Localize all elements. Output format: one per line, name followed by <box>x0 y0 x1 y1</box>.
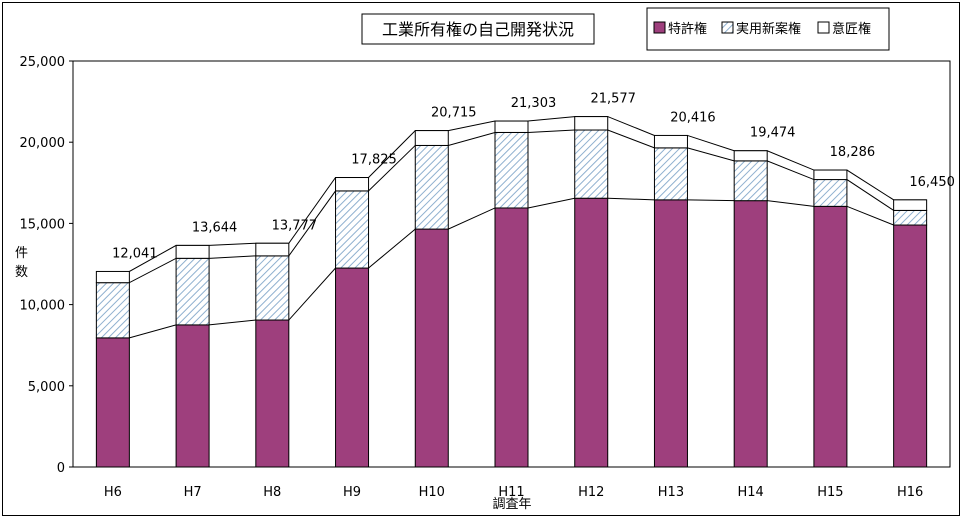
bar-design-H11 <box>494 120 529 133</box>
x-tick-label: H7 <box>184 485 202 500</box>
bar-utility-H12 <box>574 129 609 199</box>
x-axis: H6 H7 H8 H9 H10 H11 H12 H13 H14 H15 H16 <box>104 485 923 500</box>
chart-title: 工業所有権の自己開発状況 <box>382 20 574 39</box>
total-label: 19,474 <box>750 126 796 141</box>
bar-design-H7 <box>175 244 210 259</box>
bar-design-H14 <box>733 150 768 162</box>
bar-design-H13 <box>653 134 688 149</box>
bar-utility-H10 <box>414 144 449 230</box>
bar-utility-H9 <box>335 190 370 269</box>
bar-utility-H6 <box>95 282 130 339</box>
x-tick-label: H8 <box>263 485 281 500</box>
bar-design-H12 <box>574 116 609 131</box>
total-labels: 12,041 13,644 13,777 17,825 20,715 21,303 21,5… <box>112 92 955 262</box>
legend-label-design: 意匠権 <box>832 21 871 37</box>
total-label: 20,416 <box>670 110 716 125</box>
legend-label-utility: 実用新案権 <box>736 21 801 37</box>
title-box <box>361 13 595 45</box>
total-label: 12,041 <box>112 246 158 261</box>
y-axis-label: 件 数 <box>15 246 32 280</box>
x-axis-label: 調査年 <box>492 497 531 512</box>
total-label: 13,644 <box>192 220 238 235</box>
bar-design-H8 <box>255 242 290 257</box>
total-label: 13,777 <box>272 218 318 233</box>
legend-swatch-design <box>817 21 830 34</box>
x-tick-label: H15 <box>817 485 843 500</box>
bar-utility-H16 <box>893 209 928 226</box>
bar-utility-H14 <box>733 160 768 202</box>
total-label: 21,303 <box>511 96 557 111</box>
total-label: 18,286 <box>830 145 876 160</box>
x-tick-label: H14 <box>738 485 764 500</box>
total-label: 16,450 <box>909 175 955 190</box>
bar-patent-H9 <box>335 267 370 468</box>
bar-utility-H8 <box>255 255 290 321</box>
bar-utility-H13 <box>653 147 688 201</box>
legend: 特許権 実用新案権 意匠権 <box>646 7 890 51</box>
x-tick-label: H16 <box>897 485 923 500</box>
total-label: 17,825 <box>351 153 397 168</box>
bar-patent-H13 <box>653 199 688 468</box>
bar-patent-H15 <box>813 205 848 468</box>
x-tick-label: H13 <box>658 485 684 500</box>
bar-utility-H15 <box>813 179 848 207</box>
legend-box <box>646 7 890 51</box>
bar-patent-H11 <box>494 207 529 468</box>
bar-design-H16 <box>893 199 928 211</box>
x-tick-label: H11 <box>498 485 524 500</box>
x-tick-label: H6 <box>104 485 122 500</box>
x-tick-label: H12 <box>578 485 604 500</box>
y-tick-label: 20,000 <box>20 136 66 151</box>
bar-design-H10 <box>414 130 449 146</box>
legend-label-patent: 特許権 <box>668 21 707 37</box>
y-tick-label: 25,000 <box>20 55 66 70</box>
bar-patent-H6 <box>95 337 130 468</box>
y-axis: 0 5,000 10,000 15,000 20,000 25,000 <box>20 55 73 476</box>
bar-design-H9 <box>335 177 370 192</box>
bar-patent-H12 <box>574 197 609 468</box>
y-tick-label: 5,000 <box>28 380 65 395</box>
total-label: 20,715 <box>431 106 477 121</box>
bar-patent-H16 <box>893 224 928 468</box>
bar-utility-H11 <box>494 131 529 209</box>
bar-patent-H8 <box>255 319 290 468</box>
bar-design-H15 <box>813 169 848 181</box>
y-tick-label: 10,000 <box>20 299 66 314</box>
total-label: 21,577 <box>590 92 636 107</box>
bar-patent-H14 <box>733 200 768 468</box>
y-tick-label: 15,000 <box>20 217 66 232</box>
bar-patent-H10 <box>414 228 449 468</box>
y-tick-label: 0 <box>57 461 65 476</box>
x-tick-label: H10 <box>419 485 445 500</box>
legend-swatch-utility <box>721 21 734 34</box>
bar-design-H6 <box>95 270 130 284</box>
bars <box>95 116 928 468</box>
bar-patent-H7 <box>175 324 210 468</box>
x-tick-label: H9 <box>343 485 361 500</box>
legend-swatch-patent <box>653 21 666 34</box>
bar-utility-H7 <box>175 257 210 326</box>
